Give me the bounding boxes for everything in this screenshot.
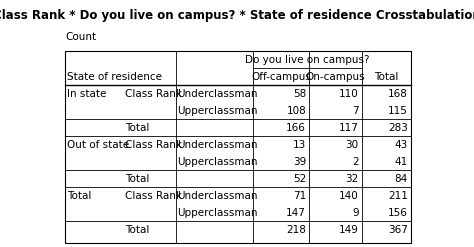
Text: 367: 367 [388, 225, 408, 235]
Text: 39: 39 [293, 157, 306, 167]
Text: Total: Total [374, 72, 398, 82]
Text: 147: 147 [286, 208, 306, 218]
Text: Class Rank: Class Rank [125, 89, 182, 99]
Text: Underclassman: Underclassman [177, 191, 258, 201]
Text: 166: 166 [286, 123, 306, 133]
Text: 32: 32 [346, 174, 359, 184]
Text: Class Rank: Class Rank [125, 140, 182, 150]
Text: Total: Total [125, 174, 149, 184]
Text: 283: 283 [388, 123, 408, 133]
Text: 108: 108 [286, 106, 306, 116]
Text: Underclassman: Underclassman [177, 89, 258, 99]
Text: Upperclassman: Upperclassman [177, 208, 258, 218]
Text: Do you live on campus?: Do you live on campus? [245, 55, 369, 65]
Text: 168: 168 [388, 89, 408, 99]
Text: 218: 218 [286, 225, 306, 235]
Text: 110: 110 [339, 89, 359, 99]
Text: 115: 115 [388, 106, 408, 116]
Text: State of residence: State of residence [67, 72, 162, 82]
Text: 149: 149 [339, 225, 359, 235]
Text: In state: In state [67, 89, 106, 99]
Text: Upperclassman: Upperclassman [177, 157, 258, 167]
Text: 2: 2 [352, 157, 359, 167]
Text: 41: 41 [394, 157, 408, 167]
Text: Class Rank: Class Rank [125, 191, 182, 201]
Text: Out of state: Out of state [67, 140, 129, 150]
Text: On-campus: On-campus [305, 72, 365, 82]
Text: Count: Count [65, 32, 96, 42]
Text: Total: Total [125, 225, 149, 235]
Text: Total: Total [67, 191, 91, 201]
Text: 52: 52 [293, 174, 306, 184]
Text: 156: 156 [388, 208, 408, 218]
Text: 140: 140 [339, 191, 359, 201]
Text: 211: 211 [388, 191, 408, 201]
Text: Underclassman: Underclassman [177, 140, 258, 150]
Text: 84: 84 [394, 174, 408, 184]
Text: 58: 58 [293, 89, 306, 99]
Text: 117: 117 [339, 123, 359, 133]
Text: 7: 7 [352, 106, 359, 116]
Text: 9: 9 [352, 208, 359, 218]
Text: Class Rank * Do you live on campus? * State of residence Crosstabulation: Class Rank * Do you live on campus? * St… [0, 9, 474, 22]
Text: 13: 13 [293, 140, 306, 150]
Text: 43: 43 [394, 140, 408, 150]
Text: Total: Total [125, 123, 149, 133]
Text: Off-campus: Off-campus [251, 72, 311, 82]
Text: 71: 71 [293, 191, 306, 201]
Text: 30: 30 [346, 140, 359, 150]
Text: Upperclassman: Upperclassman [177, 106, 258, 116]
